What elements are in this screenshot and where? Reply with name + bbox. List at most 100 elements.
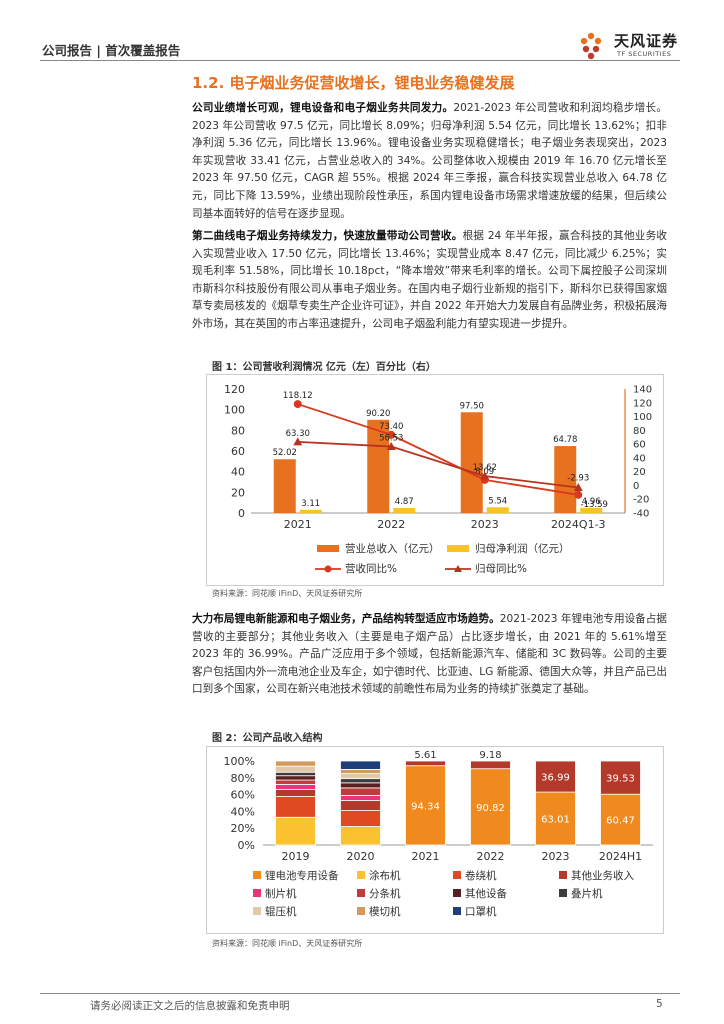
y-right-tick-label: 40 [633, 453, 646, 464]
legend-label: 其他设备 [465, 887, 507, 900]
legend-label: 营业总收入（亿元） [345, 542, 440, 555]
point-revenue-yoy [574, 490, 583, 499]
figure-2-frame: 0% 20% 40% 60% 80% 100% 2019 2020 2021 2022 2023 20… [206, 746, 664, 934]
line-value-label: 13.62 [473, 463, 497, 473]
stack-segment [340, 795, 381, 801]
y-left-tick-label: 80 [231, 424, 245, 437]
stack-value-label: 63.01 [541, 815, 570, 826]
stack-value-label: 36.99 [541, 773, 570, 784]
figure-1-source: 资料来源：同花顺 iFinD、天风证券研究所 [212, 589, 363, 598]
point-revenue-yoy [293, 400, 302, 409]
stack-segment [340, 810, 381, 827]
legend-swatch [253, 889, 261, 897]
paragraph-2-text: 根据 24 年半年报，赢合科技的其他业务收入实现营业收入 17.50 亿元，同比… [192, 230, 668, 330]
bar-revenue [554, 446, 577, 513]
x-tick-label: 2024Q1-3 [551, 518, 606, 531]
stack-segment [275, 779, 316, 785]
report-type-header: 公司报告 | 首次覆盖报告 [42, 43, 181, 58]
paragraph-1-text: 2021-2023 年公司营收和利润均稳步增长。2023 年公司营收 97.5 … [192, 102, 668, 220]
y-right-tick-label: -40 [633, 509, 649, 520]
legend-swatch [357, 889, 365, 897]
stack-segment [405, 760, 446, 767]
footer-disclaimer: 请务必阅读正文之后的信息披露和免责申明 [90, 1000, 290, 1012]
x-tick-label: 2023 [542, 850, 570, 863]
y-right-tick-label: 60 [633, 440, 646, 451]
x-tick-label: 2022 [377, 518, 405, 531]
stack-segment [340, 800, 381, 811]
paragraph-1: 公司业绩增长可观，锂电设备和电子烟业务共同发力。2021-2023 年公司营收和… [192, 100, 667, 223]
x-tick-label: 2019 [282, 850, 310, 863]
legend-label: 归母净利润（亿元） [475, 542, 570, 555]
legend-label: 锂电池专用设备 [265, 869, 339, 882]
y-tick-label: 80% [231, 772, 255, 785]
stack-segment [340, 768, 381, 774]
legend-swatch [559, 889, 567, 897]
bar-value-label: 3.11 [301, 499, 320, 509]
legend-swatch [447, 545, 469, 552]
bar-net-profit [299, 509, 322, 513]
legend-swatch [253, 871, 261, 879]
y-tick-label: 40% [231, 805, 255, 818]
line-value-label: 56.53 [379, 434, 403, 444]
y-right-tick-label: 120 [633, 398, 652, 409]
figure-2-source: 资料来源：同花顺 iFinD、天风证券研究所 [212, 939, 363, 948]
stack-segment [340, 787, 381, 796]
y-left-tick-label: 120 [224, 383, 245, 396]
y-right-tick-label: 0 [633, 481, 639, 492]
y-right-tick-label: 80 [633, 426, 646, 437]
page-number: 5 [656, 998, 663, 1010]
stack-segment [340, 760, 381, 770]
line-value-label: 118.12 [283, 391, 313, 401]
stack-segment [275, 760, 316, 767]
point-profit-yoy [480, 471, 490, 480]
stack-segment [275, 796, 316, 818]
figure-1-frame: 0 20 40 60 80 100 120 -40 -20 0 20 40 60 80 100 120 140 5… [206, 374, 664, 586]
legend-label: 其他业务收入 [571, 869, 634, 882]
legend-swatch [317, 545, 339, 552]
revenue-profit-chart: 0 20 40 60 80 100 120 -40 -20 0 20 40 60 80 100 120 140 5… [224, 383, 652, 575]
legend-swatch [453, 871, 461, 879]
figure-2-title: 图 2：公司产品收入结构 [212, 733, 323, 744]
bar-value-label: 90.20 [366, 409, 390, 419]
product-structure-chart: 0% 20% 40% 60% 80% 100% 2019 2020 2021 2022 2023 20… [224, 750, 653, 918]
y-right-tick-label: 100 [633, 412, 652, 423]
bar-value-label: 4.87 [395, 497, 414, 507]
bar-revenue [273, 459, 296, 513]
logo-text-cn: 天风证券 [614, 32, 679, 50]
stack-value-label: 90.82 [476, 803, 505, 814]
stack-segment [275, 771, 316, 777]
point-profit-yoy [386, 442, 396, 451]
line-value-label: 73.40 [379, 422, 403, 432]
legend-swatch [453, 907, 461, 915]
footer-divider [40, 993, 680, 994]
line-value-label: -2.93 [567, 473, 589, 483]
line-revenue-yoy [297, 403, 579, 496]
line-value-label: 63.30 [286, 429, 310, 439]
legend-marker [324, 565, 332, 573]
stack-value-label: 9.18 [479, 750, 501, 761]
paragraph-1-lead: 公司业绩增长可观，锂电设备和电子烟业务共同发力。 [192, 102, 454, 114]
y-tick-label: 100% [224, 755, 255, 768]
stack-segment [275, 775, 316, 781]
legend-label: 涂布机 [369, 869, 401, 882]
stack-segment [275, 789, 316, 797]
point-profit-yoy [293, 437, 303, 446]
bar-revenue [367, 419, 390, 513]
logo-text-en: TF SECURITIES [617, 50, 672, 58]
point-revenue-yoy [387, 430, 396, 439]
legend-swatch [357, 871, 365, 879]
legend-label: 卷绕机 [465, 869, 497, 882]
x-tick-label: 2024H1 [599, 850, 642, 863]
paragraph-3: 大力布局锂电新能源和电子烟业务，产品结构转型适应市场趋势。2021-2023 年… [192, 611, 667, 699]
bar-value-label: 52.02 [273, 448, 297, 458]
x-tick-label: 2023 [471, 518, 499, 531]
y-left-tick-label: 100 [224, 404, 245, 417]
stack-value-label: 94.34 [411, 801, 440, 812]
legend-swatch [559, 871, 567, 879]
stack-segment [340, 782, 381, 789]
paragraph-3-lead: 大力布局锂电新能源和电子烟业务，产品结构转型适应市场趋势。 [192, 613, 500, 625]
line-profit-yoy [297, 440, 579, 489]
stack-segment [275, 765, 316, 773]
bar-revenue [460, 412, 483, 513]
legend-label: 营收同比% [345, 562, 397, 575]
